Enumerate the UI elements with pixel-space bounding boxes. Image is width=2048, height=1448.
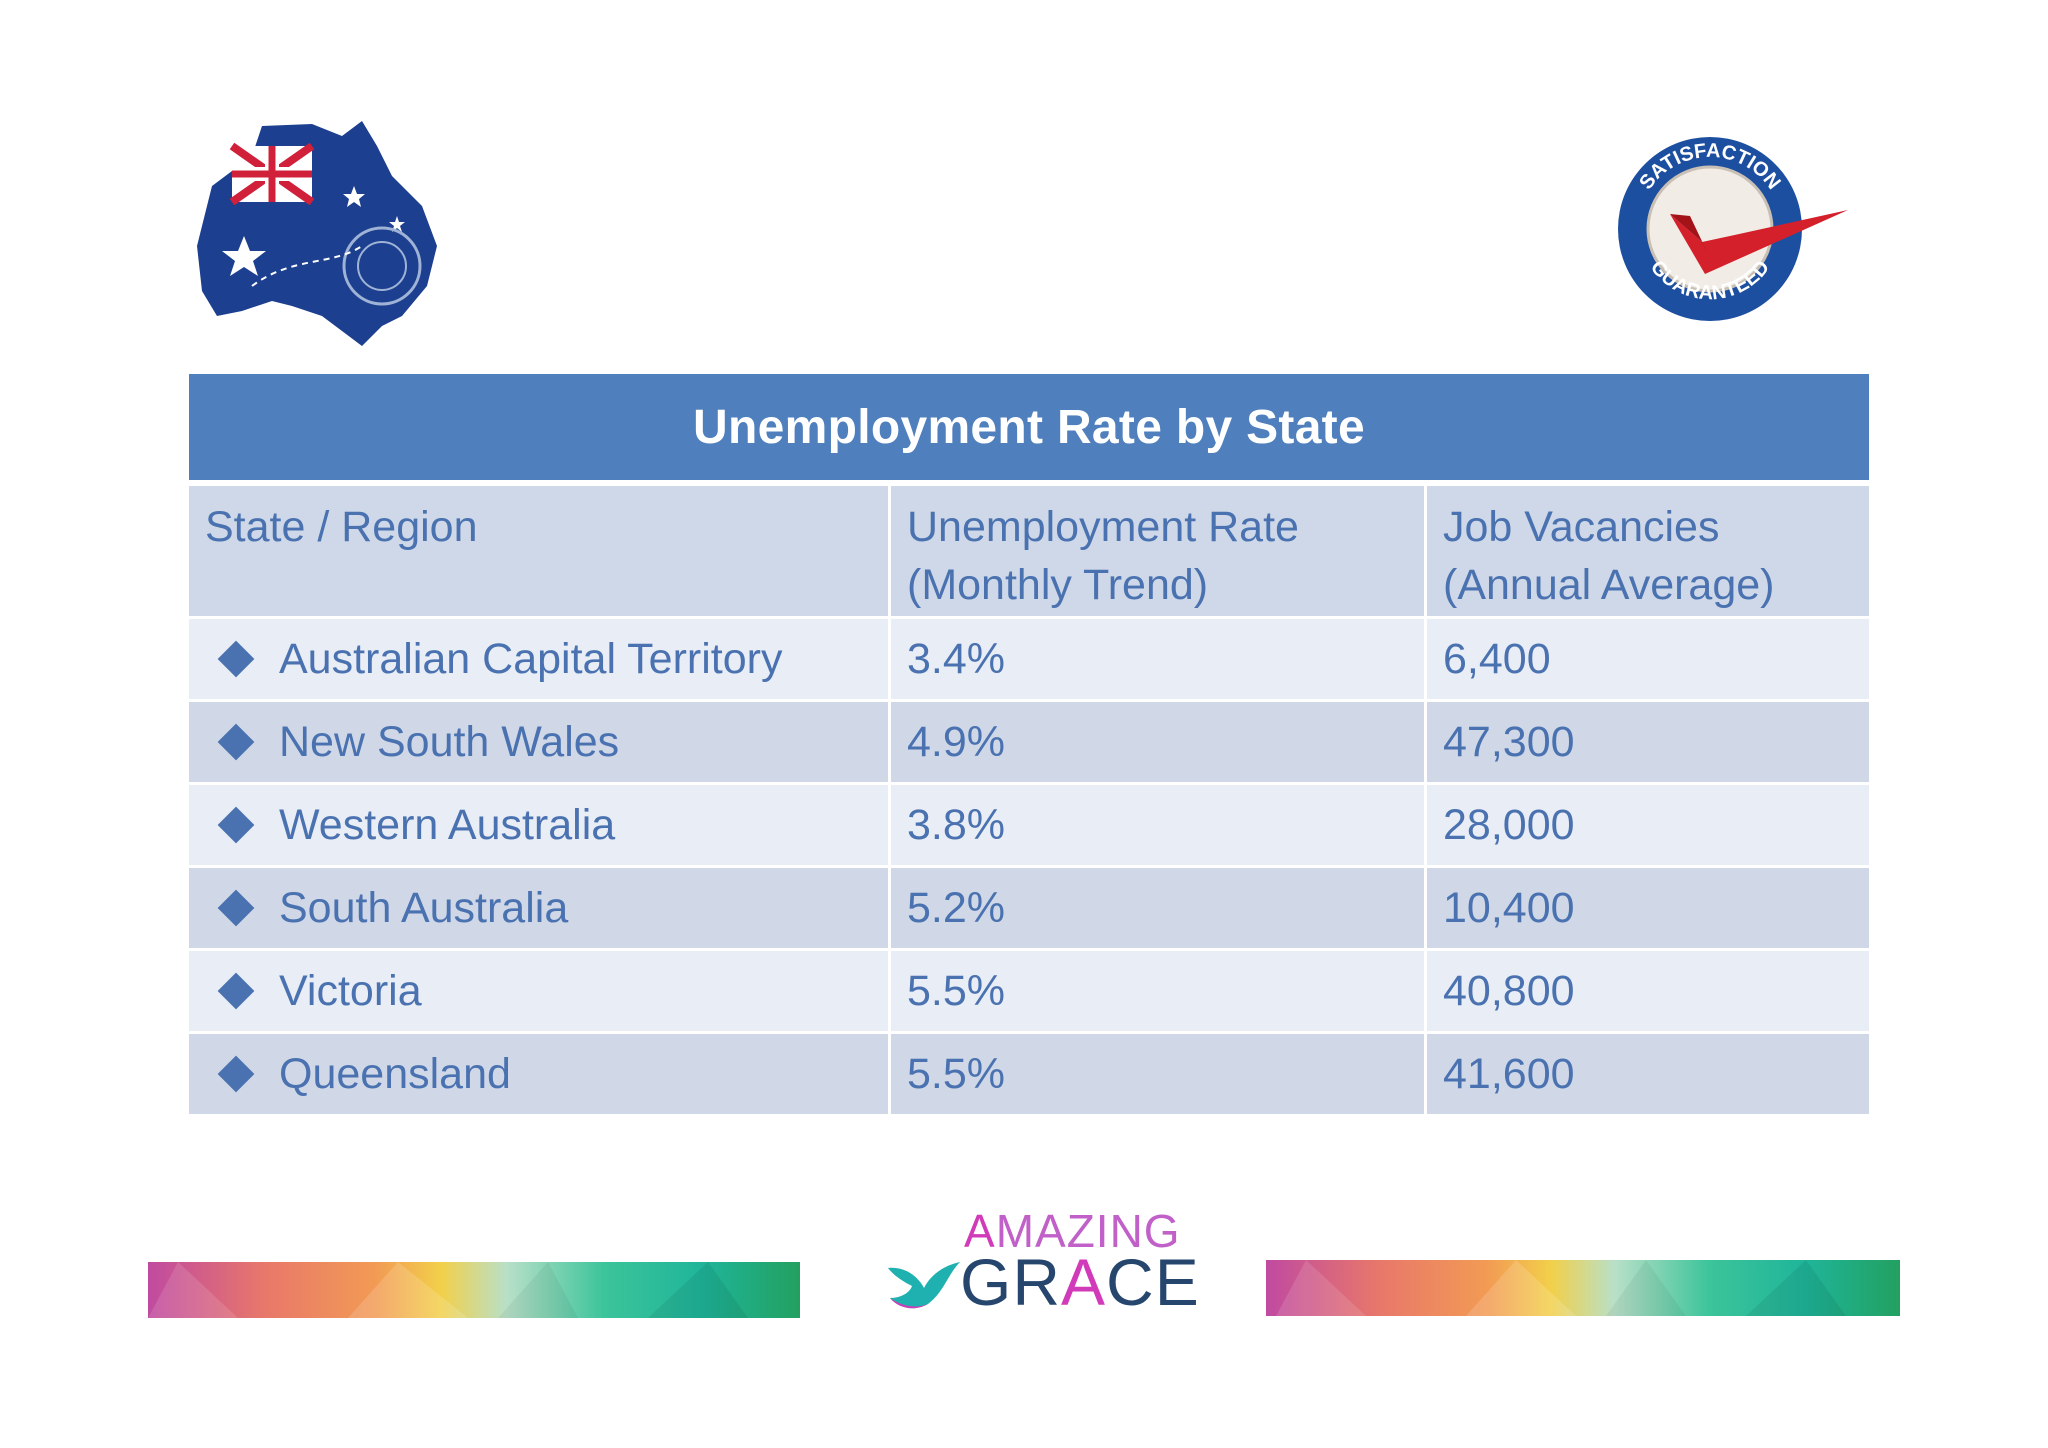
table-row: Queensland 5.5% 41,600 [189, 1034, 1869, 1117]
rate-cell: 5.5% [891, 1034, 1427, 1114]
vacancies-cell: 28,000 [1443, 801, 1575, 849]
satisfaction-guaranteed-seal: SATISFACTION GUARANTEED [1610, 124, 1850, 334]
table-row: New South Wales 4.9% 47,300 [189, 702, 1869, 785]
header-job-vacancies: Job Vacancies (Annual Average) [1427, 486, 1869, 626]
header-job-vacancies-line1: Job Vacancies [1443, 503, 1720, 551]
rate-cell: 5.2% [891, 868, 1427, 948]
diamond-bullet-icon [217, 972, 255, 1010]
table-row: Western Australia 3.8% 28,000 [189, 785, 1869, 868]
vacancies-cell: 47,300 [1443, 718, 1575, 766]
rate-cell: 3.4% [891, 619, 1427, 699]
state-cell: Western Australia [189, 785, 891, 865]
diamond-bullet-icon [217, 889, 255, 927]
state-name: New South Wales [279, 718, 620, 766]
footer-color-banner-right [1266, 1260, 1900, 1316]
brand-top-text: AMAZING [964, 1205, 1181, 1257]
state-name: Western Australia [279, 801, 616, 849]
vacancies-cell: 6,400 [1443, 635, 1551, 683]
australia-flag-map-logo [192, 116, 446, 350]
state-name: Victoria [279, 967, 422, 1015]
state-cell: New South Wales [189, 702, 891, 782]
header-state-region: State / Region [189, 486, 891, 626]
header-unemployment-rate: Unemployment Rate (Monthly Trend) [891, 486, 1427, 626]
state-cell: Queensland [189, 1034, 891, 1114]
amazing-grace-logo: AMAZING GRACE [884, 1204, 1199, 1319]
table-title: Unemployment Rate by State [189, 374, 1869, 480]
table-row: Australian Capital Territory 3.4% 6,400 [189, 619, 1869, 702]
diamond-bullet-icon [217, 1055, 255, 1093]
brand-bottom-text: GRACE [960, 1245, 1200, 1319]
vacancies-cell: 40,800 [1443, 967, 1575, 1015]
state-cell: South Australia [189, 868, 891, 948]
rate-cell: 3.8% [891, 785, 1427, 865]
rate-cell: 4.9% [891, 702, 1427, 782]
header-unemployment-rate-line1: Unemployment Rate [907, 503, 1299, 551]
header-unemployment-rate-line2: (Monthly Trend) [907, 561, 1209, 609]
footer-color-banner-left [148, 1262, 800, 1318]
state-name: South Australia [279, 884, 569, 932]
diamond-bullet-icon [217, 723, 255, 761]
state-name: Queensland [279, 1050, 511, 1098]
header-job-vacancies-line2: (Annual Average) [1443, 561, 1775, 609]
unemployment-table: Unemployment Rate by State State / Regio… [189, 374, 1869, 1117]
diamond-bullet-icon [217, 806, 255, 844]
table-row: South Australia 5.2% 10,400 [189, 868, 1869, 951]
rate-cell: 5.5% [891, 951, 1427, 1031]
state-cell: Victoria [189, 951, 891, 1031]
table-row: Victoria 5.5% 40,800 [189, 951, 1869, 1034]
vacancies-cell: 10,400 [1443, 884, 1575, 932]
state-name: Australian Capital Territory [279, 635, 783, 683]
header-state-region-label: State / Region [205, 503, 478, 551]
bird-icon [888, 1262, 960, 1309]
state-cell: Australian Capital Territory [189, 619, 891, 699]
diamond-bullet-icon [217, 640, 255, 678]
table-header-row: State / Region Unemployment Rate (Monthl… [189, 486, 1869, 626]
vacancies-cell: 41,600 [1443, 1050, 1575, 1098]
